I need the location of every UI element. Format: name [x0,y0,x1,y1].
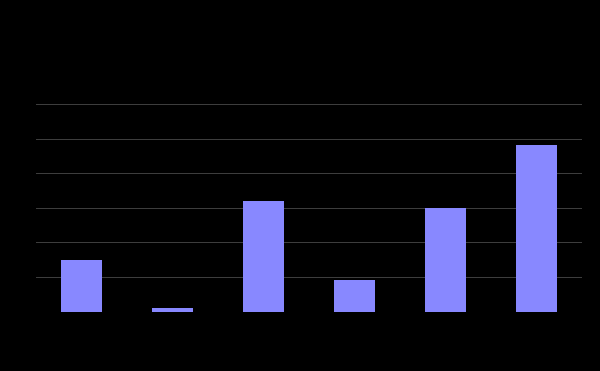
Bar [152,308,193,312]
Bar [334,280,375,312]
Bar [61,260,102,312]
Bar [516,145,557,312]
Bar [243,201,284,312]
Bar [425,208,466,312]
